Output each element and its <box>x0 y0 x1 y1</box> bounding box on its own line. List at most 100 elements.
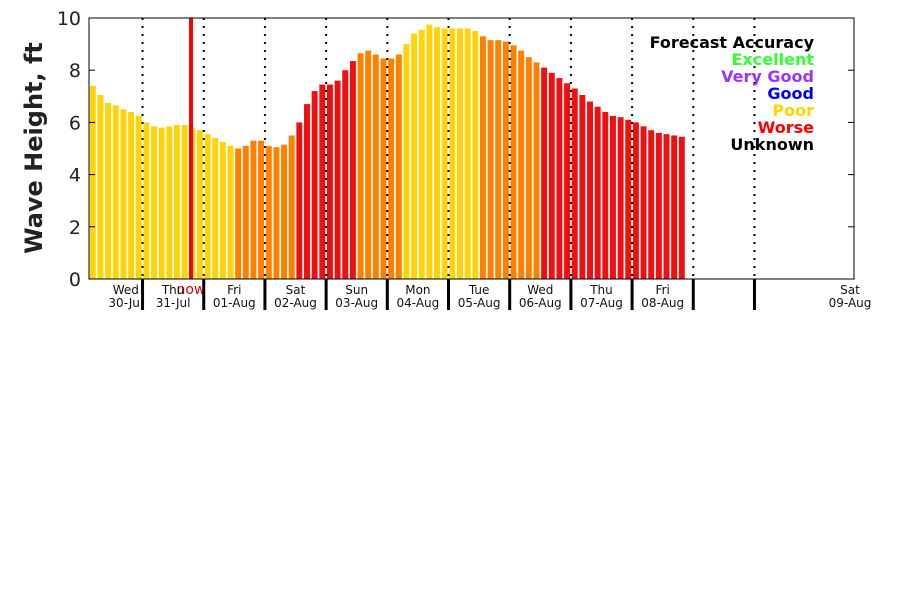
wave-bar <box>456 28 463 279</box>
wave-bar <box>181 125 188 279</box>
day-date-label: 07-Aug <box>580 296 623 310</box>
wave-bar <box>105 102 112 279</box>
wave-bar <box>319 84 326 279</box>
wave-bar <box>349 61 356 280</box>
wave-bar <box>219 141 226 279</box>
wave-bar <box>158 127 165 280</box>
day-date-label: 04-Aug <box>397 296 440 310</box>
wave-bar <box>472 31 479 279</box>
day-date-label: 06-Aug <box>519 296 562 310</box>
wave-bar <box>663 134 670 279</box>
wave-bar <box>311 91 318 279</box>
wave-bar <box>372 54 379 279</box>
wave-bar <box>418 29 425 279</box>
wave-bar <box>648 130 655 279</box>
day-weekday-label: Wed <box>113 283 139 297</box>
bars-layer <box>89 24 685 280</box>
day-weekday-label: Sat <box>840 283 860 297</box>
wave-bar <box>502 41 509 279</box>
wave-bar <box>304 104 310 279</box>
day-weekday-label: Thu <box>161 283 185 297</box>
wave-bar <box>587 101 593 280</box>
wave-bar <box>411 33 418 279</box>
wave-bar <box>288 135 295 279</box>
wave-bar <box>495 40 502 279</box>
wave-bar <box>173 125 180 279</box>
day-date-label: 30-Jul <box>108 296 143 310</box>
wave-bar <box>449 28 456 279</box>
wave-bar <box>434 27 441 279</box>
y-axis: 0 2 4 6 8 10 <box>57 8 854 291</box>
wave-bar <box>273 147 280 279</box>
wave-bar <box>395 54 402 279</box>
wave-bar <box>640 126 647 279</box>
wave-bar <box>510 45 517 279</box>
day-weekday-label: Thu <box>589 283 613 297</box>
wave-bar <box>357 53 364 279</box>
wave-bar <box>281 144 288 279</box>
legend-entry: Poor <box>772 101 814 120</box>
wave-bar <box>564 83 571 279</box>
wave-bar <box>380 58 387 280</box>
legend-entry: Good <box>767 84 814 103</box>
day-date-label: 02-Aug <box>274 296 317 310</box>
day-date-label: 31-Jul <box>156 296 191 310</box>
day-date-label: 09-Aug <box>829 296 872 310</box>
wave-bar <box>135 115 142 280</box>
wave-bar <box>533 62 540 280</box>
wave-bar <box>579 95 586 279</box>
wave-bar <box>525 57 532 280</box>
y-tick-label: 6 <box>69 112 81 134</box>
legend-entry: Excellent <box>732 50 815 69</box>
wave-bar <box>143 122 150 280</box>
day-weekday-label: Tue <box>468 283 490 297</box>
wave-bar <box>227 145 234 279</box>
day-date-label: 03-Aug <box>335 296 378 310</box>
wave-bar <box>602 111 609 280</box>
wave-bar <box>97 95 104 279</box>
legend-entry: Unknown <box>730 135 814 154</box>
day-date-label: 05-Aug <box>458 296 501 310</box>
wave-bar <box>403 44 410 279</box>
wave-bar <box>212 138 219 279</box>
wave-bar <box>258 140 265 279</box>
wave-bar <box>250 140 257 279</box>
now-label: now <box>177 282 206 298</box>
wave-bar <box>441 28 448 279</box>
now-marker: now <box>177 18 206 298</box>
wave-bar <box>89 85 96 279</box>
x-axis: Wed30-JulThu31-JulFri01-AugSat02-AugSun0… <box>108 279 871 310</box>
wave-bar <box>518 50 525 280</box>
day-weekday-label: Wed <box>527 283 553 297</box>
plot-frame <box>88 17 855 280</box>
wave-bar <box>487 40 494 279</box>
legend-title: Forecast Accuracy <box>650 33 815 52</box>
wave-bar <box>196 130 203 279</box>
wave-bar <box>128 111 135 280</box>
wave-bar <box>334 80 341 279</box>
wave-bar <box>571 88 578 279</box>
wave-bar <box>594 106 601 280</box>
wave-bar <box>296 122 303 280</box>
wave-bar <box>388 58 395 280</box>
wave-bar <box>112 105 119 279</box>
wave-bar <box>365 50 372 280</box>
wave-bar <box>655 132 662 279</box>
wave-bar <box>556 78 563 279</box>
day-weekday-label: Sun <box>345 283 368 297</box>
wave-bar <box>548 72 555 279</box>
wave-bar <box>342 70 349 279</box>
wave-bar <box>151 126 157 279</box>
legend-entry: Worse <box>758 118 814 137</box>
day-date-label: 01-Aug <box>213 296 256 310</box>
wave-bar <box>609 115 616 280</box>
wave-bar <box>625 119 632 279</box>
wave-bar <box>541 67 548 279</box>
wave-bar <box>166 126 173 279</box>
day-weekday-label: Sat <box>286 283 306 297</box>
wave-bar <box>326 84 333 279</box>
y-tick-label: 0 <box>69 269 81 291</box>
legend-entry: Very Good <box>721 67 814 86</box>
day-weekday-label: Fri <box>656 283 670 297</box>
